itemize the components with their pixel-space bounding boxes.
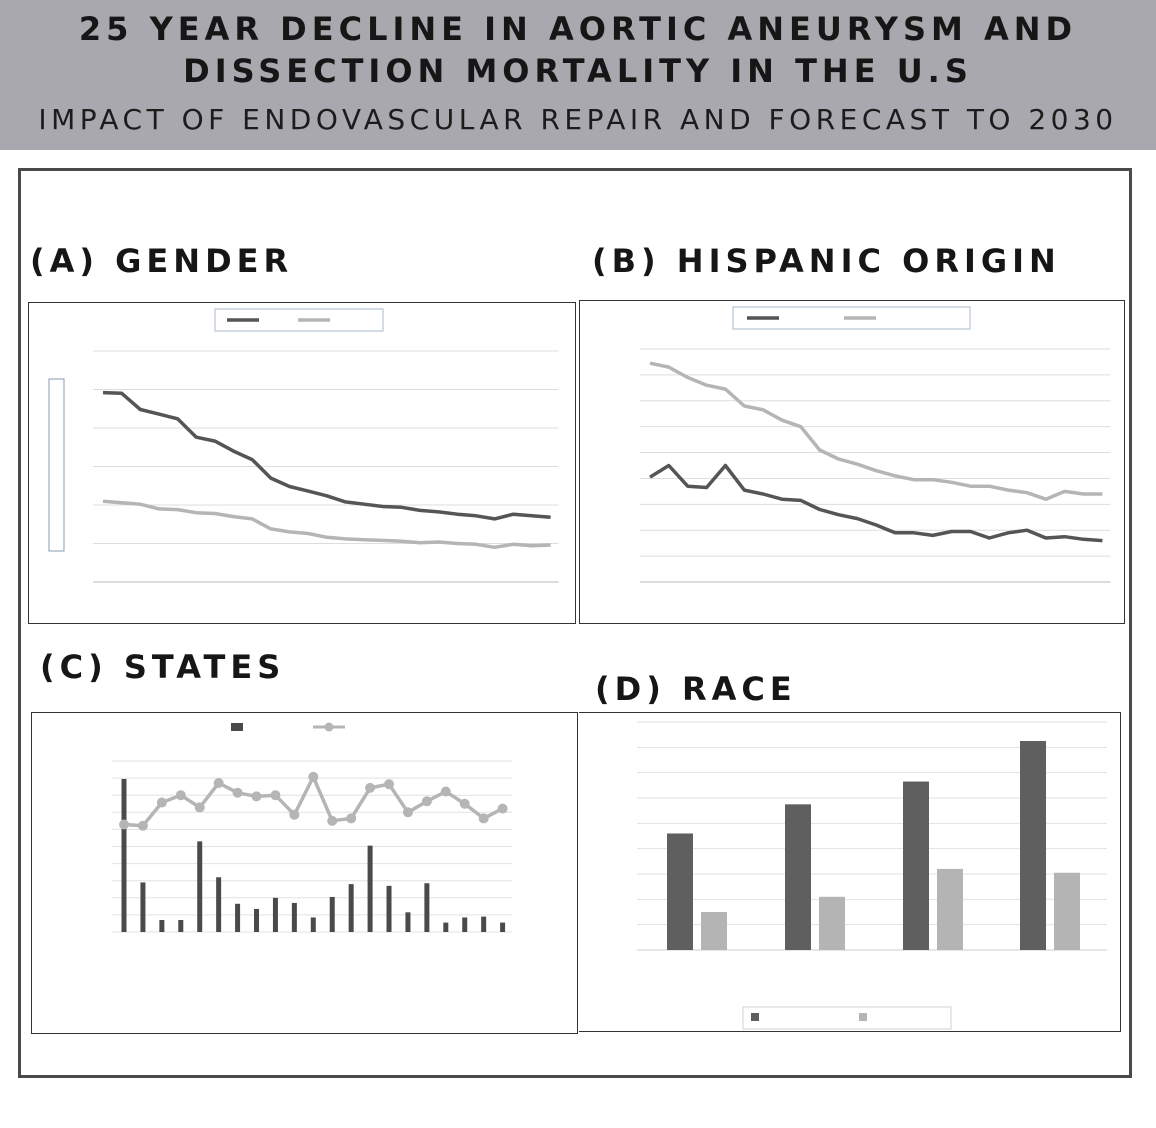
y-axis-label-box: [48, 378, 65, 552]
legend-box: [742, 1006, 952, 1030]
section-title-states: (C) STATES: [40, 648, 286, 686]
bar-1999: [785, 804, 811, 950]
bar-deaths: [443, 922, 449, 932]
bar-deaths: [235, 903, 241, 932]
section-title-race: (D) RACE: [595, 670, 797, 708]
legend-swatch-deaths: [231, 723, 243, 731]
aamr-point: [365, 782, 376, 793]
aamr-point: [497, 803, 508, 814]
header-banner: 25 YEAR DECLINE IN AORTIC ANEURYSM AND D…: [0, 0, 1156, 150]
aamr-point: [119, 819, 129, 830]
aamr-point: [270, 790, 281, 801]
aamr-point: [194, 802, 205, 813]
aamr-point: [421, 796, 432, 807]
chart-gender-panel: [28, 302, 576, 624]
bar-2020: [1054, 872, 1080, 950]
bar-deaths: [272, 897, 278, 932]
main-title-line-1: 25 YEAR DECLINE IN AORTIC ANEURYSM AND: [78, 10, 1078, 48]
section-title-gender: (A) GENDER: [30, 242, 294, 280]
bar-deaths: [462, 917, 468, 932]
bar-deaths: [121, 778, 127, 932]
chart-states-panel: [31, 712, 578, 1034]
series-line-aamr: [123, 775, 504, 828]
main-title-line-2: DISSECTION MORTALITY IN THE U.S: [183, 52, 973, 90]
bar-deaths: [291, 902, 297, 932]
aamr-point: [384, 779, 395, 790]
aamr-point: [308, 771, 319, 782]
bar-deaths: [405, 912, 411, 932]
aamr-point: [346, 813, 357, 824]
bar-deaths: [386, 885, 392, 932]
aamr-point: [440, 786, 451, 797]
bar-deaths: [424, 883, 430, 932]
bar-deaths: [481, 916, 487, 932]
bar-1999: [903, 781, 929, 950]
aamr-point: [478, 813, 489, 824]
bar-deaths: [367, 845, 373, 932]
bar-deaths: [500, 922, 506, 932]
chart-hispanic-panel: [579, 300, 1125, 624]
section-title-hispanic: (B) HISPANIC ORIGIN: [592, 242, 1061, 280]
chart-hispanic: [640, 306, 1111, 583]
bar-deaths: [178, 920, 184, 932]
aamr-point: [459, 798, 470, 809]
bar-deaths: [254, 908, 260, 932]
series-line-hispanic: [649, 463, 1103, 543]
aamr-point: [213, 777, 224, 788]
aamr-point: [251, 791, 262, 802]
aamr-point: [232, 787, 243, 798]
legend-swatch-1999: [751, 1013, 759, 1021]
legend-swatch-2020: [859, 1013, 867, 1021]
bar-2020: [819, 896, 845, 950]
series-line-female: [102, 499, 551, 550]
subtitle: IMPACT OF ENDOVASCULAR REPAIR AND FORECA…: [38, 103, 1118, 136]
aamr-point: [327, 815, 338, 826]
bar-deaths: [329, 896, 335, 932]
chart-race: [637, 721, 1107, 1030]
legend-swatch-aamr-marker: [324, 722, 334, 732]
bar-deaths: [348, 884, 354, 932]
aamr-point: [175, 790, 186, 801]
series-line-non-hispanic: [649, 361, 1103, 501]
bar-deaths: [140, 882, 146, 932]
chart-states: [112, 722, 512, 933]
bar-deaths: [197, 841, 203, 932]
bar-deaths: [216, 877, 222, 932]
bar-deaths: [310, 917, 316, 932]
bar-1999: [667, 833, 693, 950]
aamr-point: [156, 797, 167, 808]
figure-frame: [18, 168, 1132, 1078]
aamr-point: [137, 820, 148, 831]
aamr-point: [402, 807, 413, 818]
chart-gender: [48, 308, 559, 583]
bar-2020: [701, 912, 727, 950]
bar-2020: [937, 868, 963, 950]
bar-deaths: [159, 920, 165, 932]
bar-1999: [1020, 741, 1046, 950]
aamr-point: [289, 809, 300, 820]
series-line-male: [102, 390, 551, 521]
